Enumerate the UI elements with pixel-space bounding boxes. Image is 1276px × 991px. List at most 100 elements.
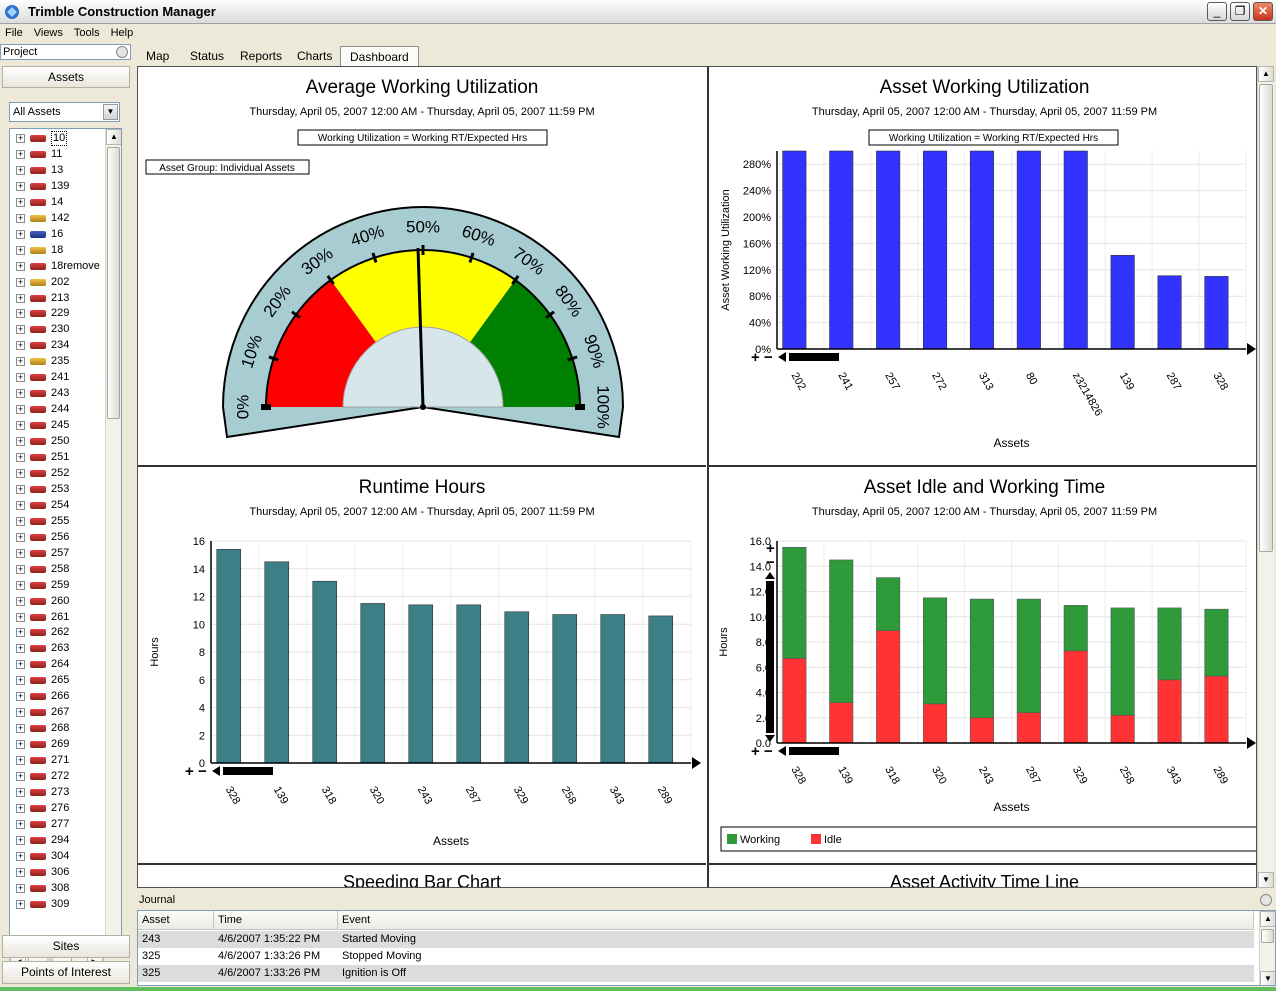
- tree-item[interactable]: +304: [10, 849, 105, 864]
- tree-item[interactable]: +273: [10, 785, 105, 800]
- chevron-down-icon[interactable]: ▼: [103, 104, 118, 120]
- tree-item[interactable]: +16: [10, 227, 105, 242]
- expand-icon[interactable]: +: [16, 340, 25, 351]
- tree-item[interactable]: +235: [10, 354, 105, 369]
- tree-item[interactable]: +243: [10, 386, 105, 401]
- journal-row[interactable]: 325 4/6/2007 1:33:26 PM Ignition is Off: [138, 965, 1254, 982]
- scroll-up-icon[interactable]: ▲: [106, 129, 121, 145]
- tree-item[interactable]: +13: [10, 163, 105, 178]
- expand-icon[interactable]: +: [16, 834, 25, 845]
- tree-item[interactable]: +18: [10, 243, 105, 258]
- tree-item[interactable]: +234: [10, 338, 105, 353]
- tree-item[interactable]: +241: [10, 370, 105, 385]
- tree-item[interactable]: +10: [10, 131, 105, 146]
- assets-button[interactable]: Assets: [2, 66, 130, 88]
- tab-dashboard[interactable]: Dashboard: [340, 46, 419, 67]
- tab-reports[interactable]: Reports: [240, 49, 283, 63]
- expand-icon[interactable]: +: [16, 898, 25, 909]
- expand-icon[interactable]: +: [16, 547, 25, 558]
- pin-icon[interactable]: [1260, 894, 1272, 906]
- tree-item[interactable]: +252: [10, 466, 105, 481]
- tree-item[interactable]: +306: [10, 865, 105, 880]
- expand-icon[interactable]: +: [16, 164, 25, 175]
- tree-item[interactable]: +309: [10, 897, 105, 912]
- tree-item[interactable]: +277: [10, 817, 105, 832]
- tree-item[interactable]: +266: [10, 689, 105, 704]
- tree-item[interactable]: +263: [10, 641, 105, 656]
- scroll-down-icon[interactable]: ▼: [1260, 971, 1275, 985]
- tree-item[interactable]: +256: [10, 530, 105, 545]
- tree-item[interactable]: +230: [10, 322, 105, 337]
- expand-icon[interactable]: +: [16, 659, 25, 670]
- tree-item[interactable]: +258: [10, 562, 105, 577]
- tree-item[interactable]: +18remove: [10, 259, 105, 274]
- tree-item[interactable]: +14: [10, 195, 105, 210]
- minimize-button[interactable]: _: [1207, 2, 1227, 21]
- expand-icon[interactable]: +: [16, 643, 25, 654]
- asset-filter-select[interactable]: All Assets ▼: [9, 102, 120, 122]
- expand-icon[interactable]: +: [16, 148, 25, 159]
- expand-icon[interactable]: +: [16, 771, 25, 781]
- tree-item[interactable]: +271: [10, 753, 105, 768]
- expand-icon[interactable]: +: [16, 579, 25, 590]
- expand-icon[interactable]: +: [16, 436, 25, 447]
- journal-row[interactable]: 325 4/6/2007 1:33:26 PM Stopped Moving: [138, 948, 1254, 965]
- tree-item[interactable]: +213: [10, 291, 105, 306]
- journal-scrollbar[interactable]: ▲ ▼: [1259, 911, 1275, 985]
- tree-item[interactable]: +255: [10, 514, 105, 529]
- menu-help[interactable]: Help: [110, 27, 134, 39]
- column-event[interactable]: Event: [338, 911, 1254, 930]
- expand-icon[interactable]: +: [16, 308, 25, 319]
- tree-item[interactable]: +268: [10, 721, 105, 736]
- expand-icon[interactable]: +: [16, 244, 25, 255]
- scroll-up-icon[interactable]: ▲: [1260, 911, 1275, 927]
- tree-item[interactable]: +139: [10, 179, 105, 194]
- tree-item[interactable]: +265: [10, 673, 105, 688]
- scroll-thumb[interactable]: [107, 147, 120, 419]
- menu-views[interactable]: Views: [33, 27, 63, 39]
- expand-icon[interactable]: +: [16, 739, 25, 750]
- tree-item[interactable]: +272: [10, 769, 105, 784]
- expand-icon[interactable]: +: [16, 515, 25, 526]
- scroll-up-icon[interactable]: ▲: [1258, 66, 1274, 82]
- expand-icon[interactable]: +: [16, 356, 25, 367]
- dashboard-scrollbar[interactable]: ▲ ▼: [1257, 66, 1274, 888]
- expand-icon[interactable]: +: [16, 866, 25, 877]
- sites-button[interactable]: Sites: [2, 935, 130, 958]
- expand-icon[interactable]: +: [16, 723, 25, 734]
- tree-item[interactable]: +276: [10, 801, 105, 816]
- tree-scrollbar[interactable]: ▲ ▼: [105, 129, 121, 953]
- tree-item[interactable]: +254: [10, 498, 105, 513]
- tree-item[interactable]: +269: [10, 737, 105, 752]
- expand-icon[interactable]: +: [16, 292, 25, 303]
- expand-icon[interactable]: +: [16, 372, 25, 383]
- expand-icon[interactable]: +: [16, 228, 25, 239]
- points-of-interest-button[interactable]: Points of Interest: [2, 961, 130, 984]
- tree-item[interactable]: +261: [10, 610, 105, 625]
- tree-item[interactable]: +142: [10, 211, 105, 226]
- expand-icon[interactable]: +: [16, 627, 25, 638]
- tree-item[interactable]: +250: [10, 434, 105, 449]
- expand-icon[interactable]: +: [16, 531, 25, 542]
- expand-icon[interactable]: +: [16, 691, 25, 702]
- tree-item[interactable]: +257: [10, 546, 105, 561]
- expand-icon[interactable]: +: [16, 133, 25, 143]
- expand-icon[interactable]: +: [16, 467, 25, 478]
- column-asset[interactable]: Asset: [138, 911, 214, 930]
- expand-icon[interactable]: +: [16, 563, 25, 574]
- tree-item[interactable]: +308: [10, 881, 105, 896]
- tree-item[interactable]: +262: [10, 625, 105, 640]
- tree-item[interactable]: +253: [10, 482, 105, 497]
- expand-icon[interactable]: +: [16, 260, 25, 271]
- menu-tools[interactable]: Tools: [73, 27, 100, 39]
- pin-icon[interactable]: [116, 46, 128, 58]
- tree-item[interactable]: +294: [10, 833, 105, 848]
- tree-item[interactable]: +251: [10, 450, 105, 465]
- tree-item[interactable]: +229: [10, 306, 105, 321]
- expand-icon[interactable]: +: [16, 675, 25, 686]
- expand-icon[interactable]: +: [16, 786, 25, 797]
- expand-icon[interactable]: +: [16, 882, 25, 893]
- expand-icon[interactable]: +: [16, 196, 25, 207]
- expand-icon[interactable]: +: [16, 324, 25, 335]
- expand-icon[interactable]: +: [16, 276, 25, 287]
